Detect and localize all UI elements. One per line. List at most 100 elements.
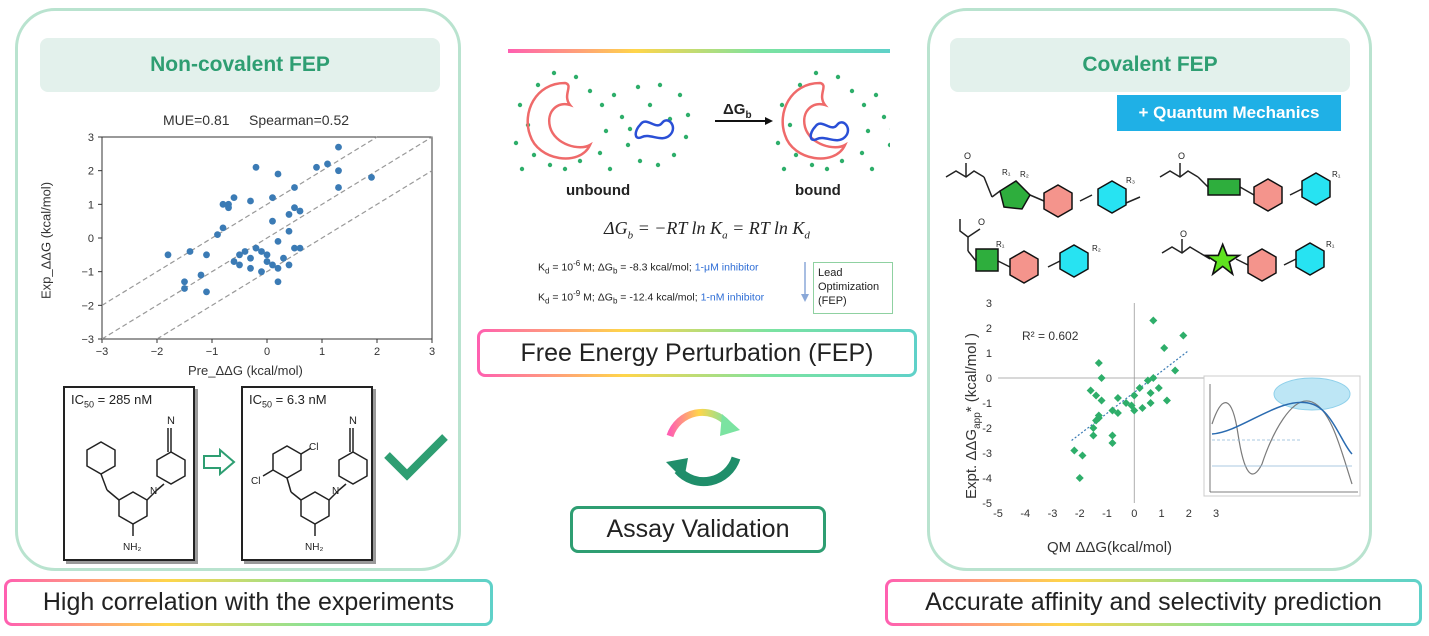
solvent-dot [677,92,683,98]
ic50-value: 6.3 nM [286,392,327,407]
data-point [164,251,172,259]
solvent-dot [859,150,865,156]
data-point [285,227,293,235]
solvent-dot [535,82,541,88]
svg-text:R₁: R₁ [1326,240,1335,249]
data-point [1149,374,1158,382]
y-tick-label: 3 [88,132,94,144]
y-axis-label: Expt. ΔΔGapp* (kcal/mol ) [963,333,983,499]
solvent-dot [873,92,879,98]
data-point [1160,344,1169,352]
svg-text:R₁: R₁ [1332,170,1341,179]
data-point [1127,401,1136,410]
solvent-dot [865,128,871,134]
data-point [274,170,282,178]
protein-left-icon [526,81,593,160]
molecule-box-after: IC50 = 6.3 nM Cl Cl N N NH₂ [241,386,373,561]
data-point [181,285,188,292]
data-point [1070,446,1079,455]
checkmark-icon [383,431,449,486]
solvent-dot [611,92,617,98]
ic50-label: IC50 = 285 nM [71,392,153,410]
solvent-dot [813,70,819,76]
bound-ligand-icon [809,121,850,142]
assay-caption: Assay Validation [570,506,826,553]
rectangle-icon [1207,178,1241,196]
x-axis-label: QM ΔΔG(kcal/mol) [1047,539,1173,556]
solvent-dot [869,166,875,172]
data-point [258,268,265,276]
data-point [269,261,276,269]
data-point [324,160,331,168]
solvent-dot [797,82,803,88]
data-point [1130,406,1139,415]
solvent-dot [849,88,855,94]
data-point [1135,384,1144,392]
data-point [291,204,298,212]
solvent-dot [775,140,781,146]
data-point [247,197,254,205]
data-point [1094,359,1103,367]
x-tick-label: 3 [1213,508,1219,520]
svg-text:O: O [1180,229,1187,239]
data-point [1089,424,1098,432]
y-tick-label: 1 [88,199,94,211]
binding-illustration [513,70,890,172]
solvent-dot [824,166,830,172]
x-tick-label: 1 [1158,508,1164,520]
solvent-dot [577,158,583,164]
covalent-fep-panel: Covalent FEP + Quantum Mechanics [927,8,1372,571]
solvent-dot [835,74,841,80]
covalent-warheads: O O O O R₁ R₂ R₃ R₁ R₁ R₂ R₁ [945,151,1341,284]
data-point [252,244,260,252]
reference-line [101,136,378,306]
x-tick-label: -1 [1102,508,1112,520]
unbound-label: unbound [566,182,631,199]
cycle-icon [658,402,748,497]
svg-text:NH₂: NH₂ [305,542,323,553]
y-tick-label: 3 [986,298,992,310]
data-point [263,251,271,259]
solvent-dot [519,166,525,172]
x-tick-label: -4 [1020,508,1030,520]
y-tick-label: −2 [81,300,94,312]
covalent-scatter-chart: -5 -4 -3 -2 -1 0 1 2 3 -5 -4 -3 -2 -1 0 1 2 3 [982,298,1219,520]
y-axis-label: Exp_ΔΔG (kcal/mol) [38,181,54,300]
data-point [291,244,298,252]
data-point [1146,399,1155,407]
data-point [1162,396,1171,405]
substituent-r2: R₂ [1020,170,1029,179]
svg-text:O: O [964,151,971,161]
data-point [1108,431,1117,440]
solvent-dot [881,114,887,120]
data-point [1146,389,1155,397]
solvent-dot [861,102,867,108]
substituent-r3: R₃ [1126,176,1135,185]
x-tick-label: −2 [151,346,164,358]
left-caption: High correlation with the experiments [4,579,493,626]
y-tick-label: 1 [986,348,992,360]
data-point [247,264,254,272]
data-point [285,261,293,269]
reference-line [101,136,433,340]
data-point [1097,396,1106,405]
y-tick-label: -4 [982,473,992,485]
data-point [181,278,188,286]
data-point [280,254,287,262]
bound-label: bound [795,182,841,199]
data-point [269,217,276,225]
substituent-r1: R₁ [1002,168,1011,177]
ic50-value: 285 nM [108,392,153,407]
hexagon-icon [1043,184,1073,218]
solvent-dot [793,152,799,158]
data-point [368,174,375,181]
data-point [203,288,210,296]
noncovalent-scatter-chart: −3 −2 −1 0 1 2 3 −3 −2 −1 0 1 2 3 [81,132,435,358]
gradient-divider [508,49,890,53]
x-tick-label: −1 [206,346,219,358]
y-tick-label: -2 [982,423,992,435]
data-point [274,237,282,245]
data-point [236,251,243,259]
data-point [197,271,205,279]
solvent-dot [619,114,625,120]
